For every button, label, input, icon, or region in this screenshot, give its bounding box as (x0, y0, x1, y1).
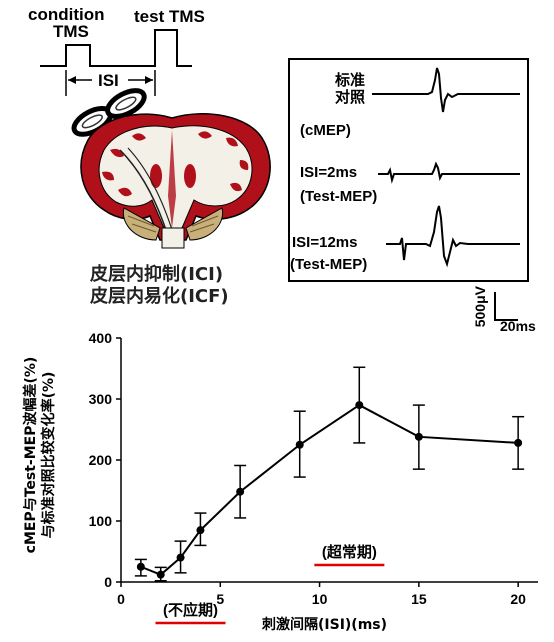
x-tick-label: 20 (510, 591, 526, 607)
scale-bar-time: 20ms (500, 318, 536, 334)
isi-2ms-sublabel: (Test-MEP) (300, 188, 378, 205)
data-point (355, 401, 364, 410)
x-axis-title: 刺激间隔(ISI)(ms) (262, 617, 388, 633)
brain-section-icon (80, 113, 271, 249)
data-point (176, 553, 185, 562)
mep-traces (372, 67, 520, 268)
phase-annotation: (不应期) (163, 601, 218, 619)
phase-annotation: (超常期) (322, 543, 377, 561)
isi-12ms-label: ISI=12ms (292, 234, 358, 251)
icf-label: 皮层内易化(ICF) (90, 286, 229, 307)
scale-bar (494, 292, 518, 321)
x-tick-label: 0 (117, 591, 125, 607)
data-point (236, 487, 245, 496)
isi-label: ISI (98, 71, 119, 90)
y-tick-label: 400 (89, 330, 113, 346)
condition-tms-label: condition TMS (28, 5, 105, 41)
data-point (196, 526, 205, 535)
x-tick-label: 5 (216, 591, 224, 607)
inhibition-facilitation-caption: 皮层内抑制(ICI) 皮层内易化(ICF) (90, 264, 229, 308)
data-point (414, 432, 423, 441)
y-tick-label: 300 (89, 391, 113, 407)
pulse-trace (40, 29, 192, 67)
isi-line-chart: 0 100 200 300 400 0 5 10 15 20 (不应期) (超常期) (89, 330, 538, 625)
y-tick-label: 200 (89, 452, 113, 468)
data-point (295, 440, 304, 449)
y-tick-label: 0 (104, 574, 112, 590)
y-tick-label: 100 (89, 513, 113, 529)
cmep-trace (372, 67, 520, 113)
data-point (514, 438, 523, 447)
data-point (136, 562, 145, 571)
data-point (156, 570, 165, 579)
isi-2ms-label: ISI=2ms (300, 164, 358, 181)
test-mep-isi12-trace (386, 205, 520, 268)
mep-trace-panel: 标准 对照 (cMEP) ISI=2ms (Test-MEP) ISI=12ms… (288, 58, 529, 282)
ici-label: 皮层内抑制(ICI) (90, 264, 224, 285)
isi-12ms-sublabel: (Test-MEP) (290, 256, 368, 273)
test-tms-label: test TMS (134, 7, 205, 26)
x-tick-label: 10 (312, 591, 328, 607)
cmep-label: 标准 对照 (334, 72, 365, 106)
cmep-sublabel: (cMEP) (300, 122, 351, 139)
paired-pulse-diagram (40, 29, 271, 249)
x-tick-label: 15 (411, 591, 427, 607)
test-mep-isi2-trace (378, 161, 520, 184)
